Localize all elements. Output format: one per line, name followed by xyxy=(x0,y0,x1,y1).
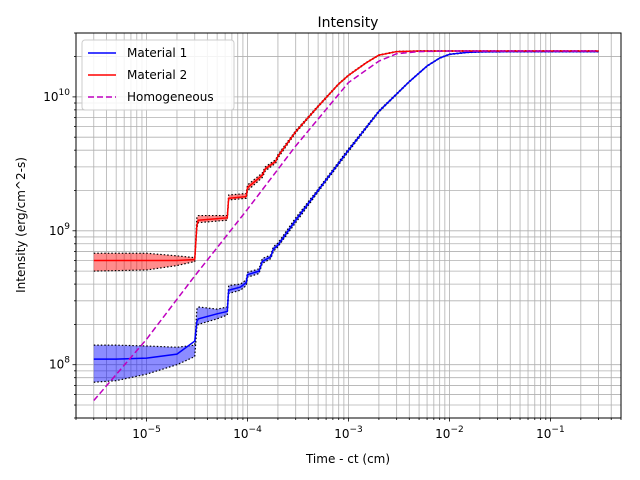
x-tick-label: 10−3 xyxy=(334,425,363,441)
homogeneous-line xyxy=(93,50,599,402)
x-tick-label: 10−4 xyxy=(233,425,262,441)
y-tick-label: 109 xyxy=(49,222,70,238)
legend-label-homogeneous: Homogeneous xyxy=(127,90,214,104)
legend-box xyxy=(81,39,235,111)
material-1-band xyxy=(93,51,599,383)
x-axis-label: Time - ct (cm) xyxy=(305,452,390,466)
material-2-line xyxy=(93,50,599,262)
x-tick-label: 10−2 xyxy=(435,425,464,441)
material-1-line xyxy=(93,50,599,360)
x-tick-label: 10−5 xyxy=(132,425,161,441)
chart-title: Intensity xyxy=(318,15,379,31)
legend-label-material-2: Material 2 xyxy=(127,68,187,82)
y-axis-label: Intensity (erg/cm^2-s) xyxy=(14,157,28,293)
axis-ticks: 10−5 10−4 10−3 10−2 10−1 108 109 1010 xyxy=(43,32,622,441)
series-lines xyxy=(93,50,599,402)
legend-label-material-1: Material 1 xyxy=(127,46,187,60)
y-tick-label: 1010 xyxy=(43,88,70,104)
y-tick-label: 108 xyxy=(49,356,70,372)
x-tick-label: 10−1 xyxy=(536,425,565,441)
legend: Material 1 Material 2 Homogeneous xyxy=(81,39,235,111)
